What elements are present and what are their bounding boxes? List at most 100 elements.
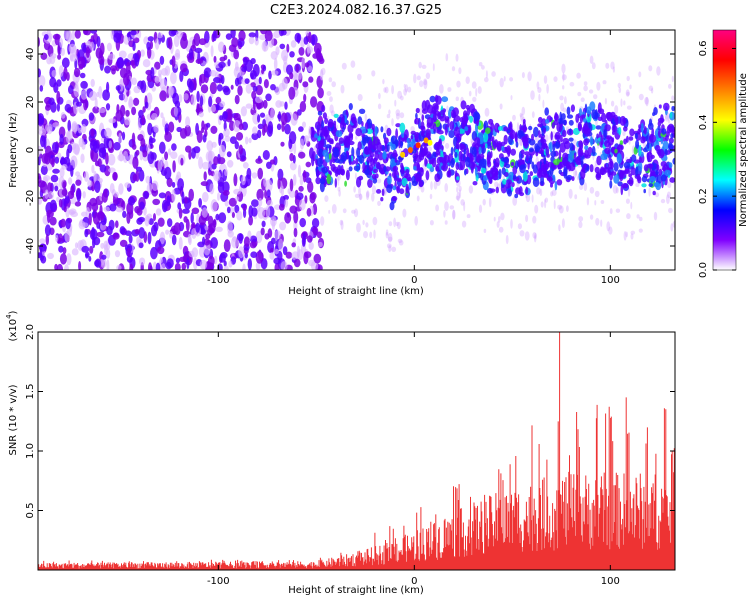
spectrogram-cell (625, 198, 630, 204)
spectrogram-cell (612, 130, 615, 135)
spectrogram-cell (277, 113, 282, 120)
spectrogram-cell (126, 61, 131, 75)
spectrogram-cell (523, 141, 528, 147)
spectrogram-cell (545, 145, 550, 157)
spectrogram-cell (435, 148, 440, 156)
spectrogram-cell (612, 185, 618, 194)
spectrogram-cell (74, 30, 81, 39)
spectrogram-cell (527, 71, 532, 82)
spectrogram-cell (357, 94, 363, 101)
spectrogram-cell (39, 85, 44, 92)
spectrogram-cell (453, 115, 461, 122)
spectrogram-cell (610, 100, 615, 107)
spectrogram-cell (205, 233, 211, 240)
spectrogram-cell (89, 245, 94, 254)
snr-y-ticks: 0.5 1.0 1.5 2.0 (25, 324, 675, 518)
spectrogram-cell (51, 70, 57, 78)
spectrogram-cell (470, 164, 474, 174)
y-tick-label: 0.5 (25, 503, 36, 519)
spectrogram-cell (84, 228, 89, 238)
spectrogram-cell (657, 174, 662, 185)
spectrogram-cell (371, 192, 375, 202)
spectrogram-cell (210, 199, 218, 213)
spectrogram-cell (389, 201, 395, 211)
spectrogram-cell (125, 230, 132, 236)
spectrogram-cell (342, 208, 347, 214)
spectrogram-cell (444, 220, 448, 225)
spectrogram-cell (547, 170, 552, 179)
spectrogram-cell (270, 216, 277, 227)
spectrogram-cell (580, 157, 584, 168)
spectrogram-cell (556, 179, 563, 186)
spectrogram-cell (106, 248, 111, 259)
spectrogram-cell (159, 231, 166, 245)
spectrogram-cell (560, 102, 564, 112)
spectrogram-cell (235, 196, 240, 202)
spectrogram-cell (561, 74, 567, 81)
spectrogram-cell (102, 146, 107, 160)
spectrogram-cell (418, 151, 425, 161)
spectrogram-cell (147, 231, 152, 245)
spectrogram-cell (50, 101, 57, 113)
spectrogram-cell (92, 140, 100, 154)
spectrogram-cell (87, 179, 93, 188)
spectrogram-cell (444, 201, 449, 212)
spectrogram-cell (159, 90, 167, 102)
spectrogram-cell (113, 172, 118, 181)
spectrogram-cell (406, 137, 410, 144)
spectrogram-cell (437, 130, 444, 135)
spectrogram-cell (165, 229, 170, 235)
spectrogram-cell (578, 221, 583, 229)
spectrogram-cell (97, 210, 105, 221)
spectrogram-y-ticks: -40 -20 0 20 40 (25, 48, 675, 254)
spectrogram-cell (274, 230, 281, 240)
spectrogram-cell (439, 156, 445, 164)
spectrogram-cell (503, 126, 509, 132)
spectrogram-cell (331, 81, 337, 88)
spectrogram-cell (425, 170, 430, 181)
spectrogram-cell (455, 140, 460, 151)
spectrogram-cell (583, 126, 591, 137)
spectrogram-cell (458, 189, 462, 199)
spectrogram-cell (337, 116, 343, 123)
spectrogram-cell (269, 252, 275, 260)
spectrogram-cell (298, 126, 304, 132)
spectrogram-cell (646, 163, 654, 169)
spectrogram-cell (210, 237, 219, 249)
spectrogram-cell (498, 168, 502, 180)
spectrogram-cell (297, 70, 302, 80)
spectrogram-cell (81, 222, 89, 228)
spectrogram-cell (341, 62, 347, 70)
spectrogram-cell (192, 39, 196, 49)
spectrogram-cell (217, 192, 220, 201)
spectrogram-cell (90, 41, 95, 52)
spectrogram-cell (220, 75, 225, 85)
spectrogram-cell (595, 125, 602, 130)
spectrogram-cell (81, 42, 86, 51)
spectrogram-cell (142, 106, 146, 113)
snr-series (38, 332, 675, 570)
spectrogram-cell (212, 220, 217, 226)
spectrogram-cell (98, 86, 103, 99)
spectrogram-cell (575, 113, 580, 123)
spectrogram-cell (113, 32, 122, 43)
spectrogram-cell (473, 111, 480, 121)
spectrogram-cell (210, 125, 218, 134)
colorbar-tick-label: 0.2 (698, 188, 709, 204)
spectrogram-cell (301, 57, 306, 69)
spectrogram-cell (488, 178, 493, 185)
spectrogram-cell (308, 76, 314, 83)
spectrogram-cell (213, 170, 221, 182)
spectrogram-cell (257, 129, 262, 139)
spectrogram-cell (328, 77, 333, 83)
spectrogram-cell (372, 216, 378, 226)
spectrogram-cell (293, 258, 301, 268)
spectrogram-cell (97, 158, 102, 168)
spectrogram-cell (71, 248, 79, 256)
spectrogram-cell (478, 61, 483, 67)
spectrogram-cell (483, 228, 487, 233)
spectrogram-cell (340, 152, 348, 162)
spectrogram-cell (660, 136, 664, 145)
spectrogram-cell (199, 73, 206, 84)
spectrogram-cell (264, 30, 273, 42)
